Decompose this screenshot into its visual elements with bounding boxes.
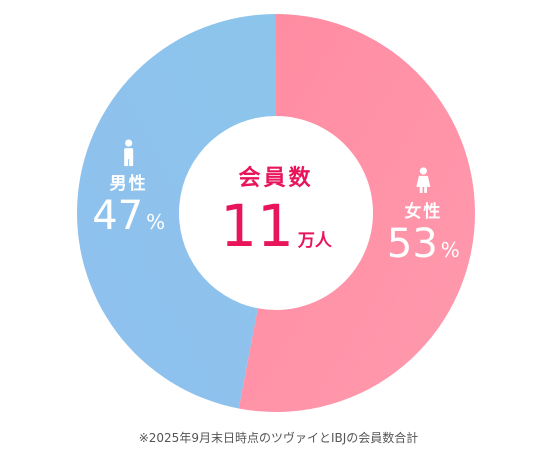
male-icon [124,139,134,167]
center-title: 会員数 [238,165,313,191]
slice-male [76,14,277,409]
slice-name-text: 女性 [404,201,442,222]
slice-name-text: 男性 [110,173,148,194]
female-icon [416,167,431,193]
footnote: ※2025年9月末日時点のツヴァイとIBJの会員数合計 [138,431,419,445]
slice-value-text: 53% [387,221,460,267]
slice-value-text: 47% [92,193,165,239]
slice-female [238,14,475,412]
center-value: 11 万人 [220,192,333,260]
